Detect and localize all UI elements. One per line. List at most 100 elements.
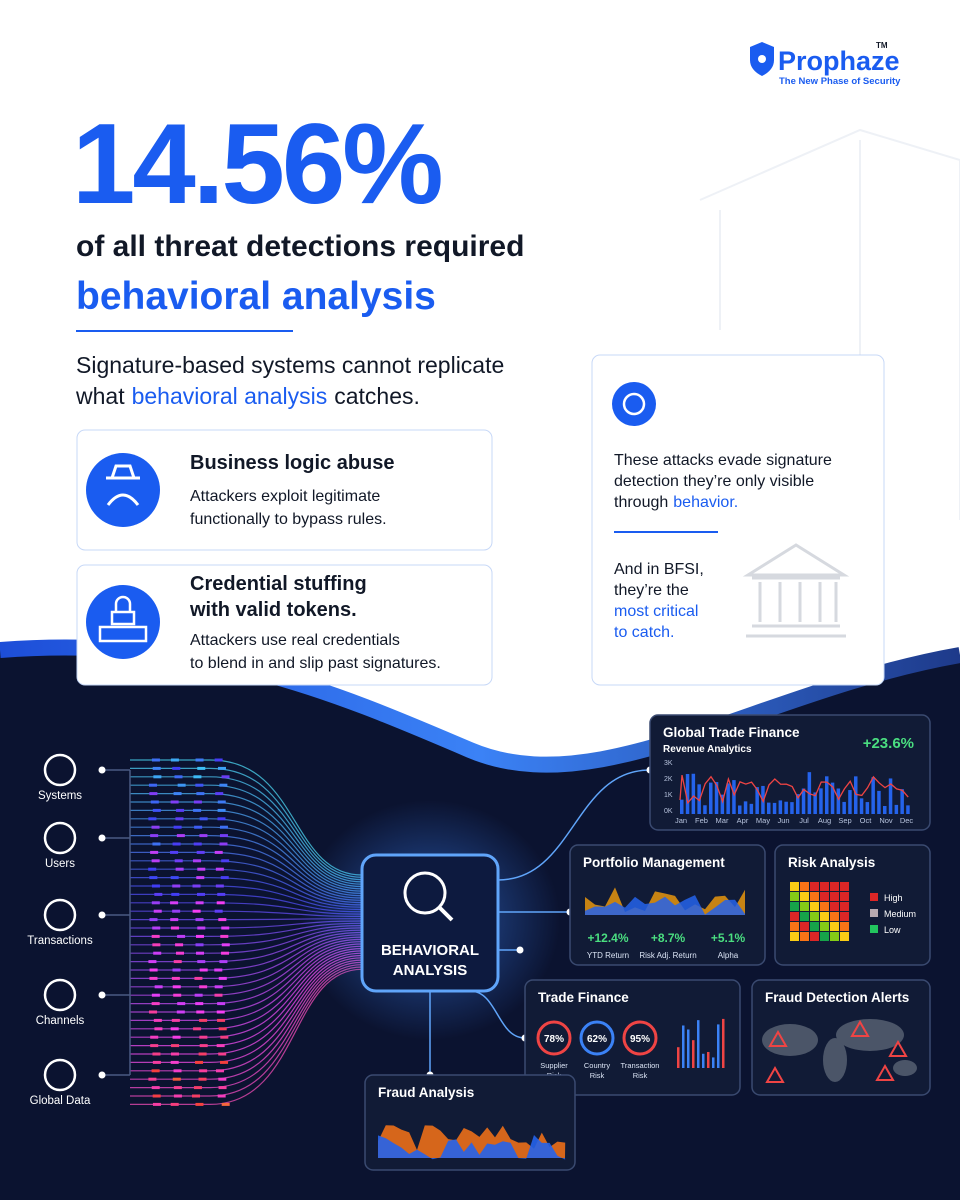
stream-dash	[217, 808, 226, 812]
gauge-label: Supplier	[540, 1061, 568, 1070]
insight-icon	[612, 382, 656, 426]
metric-value: +8.7%	[651, 931, 686, 945]
insight-icon-glyph	[622, 392, 646, 416]
stream-dash	[192, 1094, 201, 1098]
heat-cell	[790, 902, 799, 911]
stream-dash	[153, 951, 162, 955]
heat-cell	[810, 892, 819, 901]
axis-label: 1K	[664, 792, 673, 799]
stream-dash	[214, 909, 223, 913]
heat-cell	[840, 922, 849, 931]
stream-dash	[170, 1027, 179, 1031]
gauge-label: Transaction	[621, 1061, 660, 1070]
stream-dash	[195, 758, 204, 762]
card-text: Attackers use real credentials	[190, 632, 400, 649]
stream-dash	[170, 1052, 179, 1056]
panel-change: +23.6%	[863, 735, 914, 752]
heat-cell	[800, 912, 809, 921]
stream-dash	[199, 1018, 208, 1022]
hub-label: BEHAVIORAL	[381, 942, 479, 959]
source-label: Transactions	[27, 935, 93, 947]
stream-dash	[152, 1060, 161, 1064]
stream-dash	[214, 993, 223, 997]
heat-cell	[820, 892, 829, 901]
card	[76, 429, 493, 551]
bank-icon	[742, 543, 850, 638]
gauge-label: Country	[584, 1061, 611, 1070]
stream-dash	[175, 817, 184, 821]
heat-cell	[790, 892, 799, 901]
stream-dash	[177, 783, 186, 787]
map-land	[762, 1024, 818, 1056]
source-dot	[98, 1071, 106, 1079]
stream-dash	[172, 842, 181, 846]
axis-label: 2K	[664, 776, 673, 783]
stream-dash	[219, 960, 228, 964]
stream-dash	[172, 909, 181, 913]
metric-value: +5.1%	[711, 931, 746, 945]
stream-dash	[214, 968, 223, 972]
stream-dash	[170, 1060, 179, 1064]
heat-cell	[830, 882, 839, 891]
insight-text: detection they’re only visible	[614, 473, 814, 490]
stream-dash	[195, 1002, 204, 1006]
mini-bar	[906, 805, 910, 814]
stream-dash	[176, 1010, 185, 1014]
stream-dash	[170, 1102, 179, 1106]
stream-dash	[150, 850, 159, 854]
stream-dash	[219, 783, 228, 787]
mini-bar	[784, 801, 788, 814]
heat-cell	[820, 902, 829, 911]
stream-dash	[172, 766, 181, 770]
stream-dash	[220, 1060, 229, 1064]
stream-dash	[170, 901, 179, 905]
heat-cell	[840, 912, 849, 921]
mini-bar	[697, 1020, 700, 1068]
stream-dash	[193, 1027, 202, 1031]
stream-dash	[173, 1094, 182, 1098]
source-label: Global Data	[30, 1095, 91, 1107]
stream-dash	[219, 834, 228, 838]
stream-dash	[174, 775, 183, 779]
mini-bar	[722, 1018, 725, 1068]
stream-dash	[177, 1002, 186, 1006]
stream-dash	[170, 926, 179, 930]
stream-dash	[192, 909, 201, 913]
stream-dash	[217, 817, 226, 821]
stream-dash	[151, 934, 160, 938]
connector	[497, 769, 651, 881]
stream-dash	[221, 951, 230, 955]
heat-cell	[790, 912, 799, 921]
stream-dash	[172, 985, 181, 989]
stream-dash	[150, 1044, 159, 1048]
stream-dash	[152, 766, 161, 770]
stream-dash	[195, 901, 204, 905]
stream-dash	[151, 1069, 160, 1073]
heat-cell	[810, 882, 819, 891]
brand-mark: TM	[876, 41, 888, 50]
axis-label: Feb	[695, 816, 708, 825]
stream-dash	[214, 850, 223, 854]
legend-swatch	[870, 925, 878, 933]
legend-swatch	[870, 893, 878, 901]
mini-bar	[677, 1047, 680, 1068]
mini-bar	[767, 802, 771, 814]
stream-dash	[170, 850, 179, 854]
dashboard: Systems Users Transactions Channels Global D…	[27, 714, 931, 1171]
connector	[469, 990, 526, 1039]
stream-dash	[152, 1094, 161, 1098]
metric-value: +12.4%	[587, 931, 628, 945]
stream-dash	[196, 876, 205, 880]
stream-dash	[195, 934, 204, 938]
stream-dash	[217, 1002, 226, 1006]
heat-cell	[830, 912, 839, 921]
stream-dash	[199, 834, 208, 838]
stream-dash	[153, 775, 162, 779]
source-icon	[43, 898, 77, 932]
stream-dash	[217, 1018, 226, 1022]
stream-dash	[171, 892, 180, 896]
stream-dash	[149, 968, 158, 972]
stream-dash	[194, 976, 203, 980]
heat-cell	[820, 912, 829, 921]
axis-label: 3K	[664, 760, 673, 767]
